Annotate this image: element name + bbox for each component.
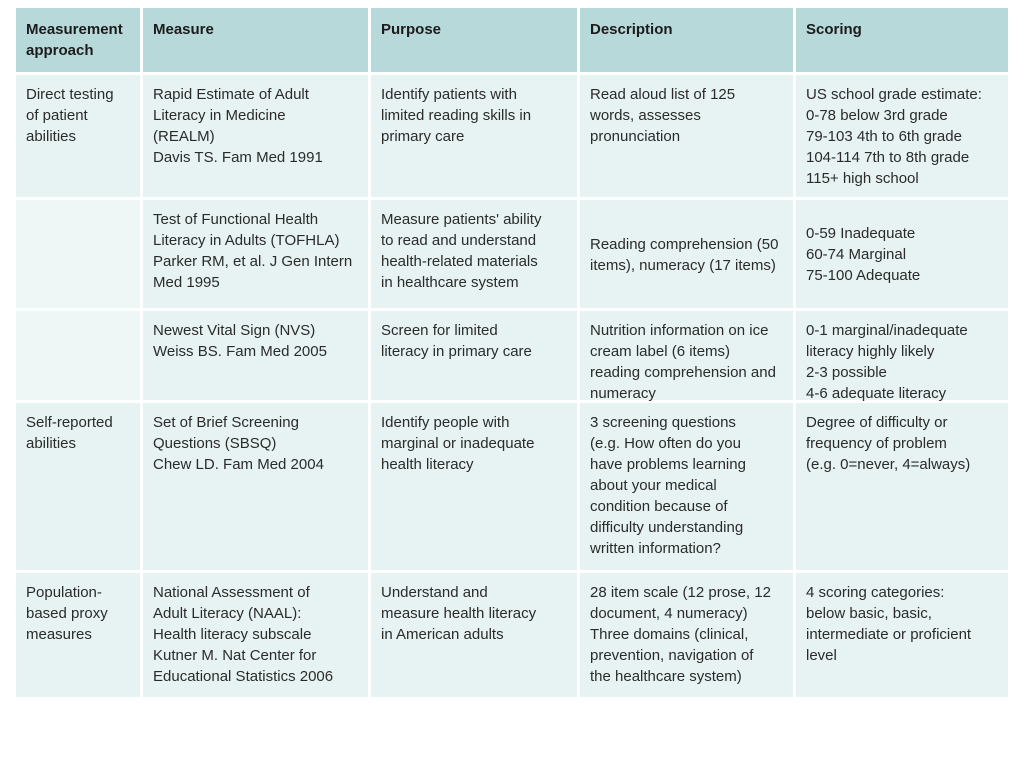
row3-approach-cell xyxy=(16,311,140,400)
row2-approach-cell xyxy=(16,200,140,308)
row3-purpose-cell: Screen for limited literacy in primary c… xyxy=(371,311,577,400)
row4-approach-cell: Self-reported abilities xyxy=(16,403,140,570)
row1-description-cell: Read aloud list of 125 words, assesses p… xyxy=(580,75,793,197)
row1-measure-cell: Rapid Estimate of Adult Literacy in Medi… xyxy=(143,75,368,197)
row3-description-cell: Nutrition information on ice cream label… xyxy=(580,311,793,402)
row2-scoring-cell: 0-59 Inadequate 60-74 Marginal 75-100 Ad… xyxy=(796,200,1008,308)
row1-approach-cell: Direct testing of patient abilities xyxy=(16,75,140,197)
row3-scoring-cell: 0-1 marginal/inadequate literacy highly … xyxy=(796,311,1008,402)
row5-purpose-cell: Understand and measure health literacy i… xyxy=(371,573,577,697)
row3-measure-cell: Newest Vital Sign (NVS) Weiss BS. Fam Me… xyxy=(143,311,368,400)
header-cell-measure: Measure xyxy=(143,8,368,72)
row5-description-cell: 28 item scale (12 prose, 12 document, 4 … xyxy=(580,573,793,697)
row2-description-cell: Reading comprehension (50 items), numera… xyxy=(580,200,793,308)
row4-purpose-cell: Identify people with marginal or inadequ… xyxy=(371,403,577,570)
row5-scoring-cell: 4 scoring categories: below basic, basic… xyxy=(796,573,1008,697)
row1-purpose-cell: Identify patients with limited reading s… xyxy=(371,75,577,197)
row5-approach-cell: Population- based proxy measures xyxy=(16,573,140,697)
row4-scoring-cell: Degree of difficulty or frequency of pro… xyxy=(796,403,1008,570)
header-cell-purpose: Purpose xyxy=(371,8,577,72)
row2-measure-cell: Test of Functional Health Literacy in Ad… xyxy=(143,200,368,308)
literacy-measures-table: Measurement approach Measure Purpose Des… xyxy=(16,8,1008,697)
row1-scoring-cell: US school grade estimate: 0-78 below 3rd… xyxy=(796,75,1008,197)
header-cell-approach: Measurement approach xyxy=(16,8,140,72)
row2-purpose-cell: Measure patients' ability to read and un… xyxy=(371,200,577,308)
row5-measure-cell: National Assessment of Adult Literacy (N… xyxy=(143,573,368,697)
row4-measure-cell: Set of Brief Screening Questions (SBSQ) … xyxy=(143,403,368,570)
header-cell-description: Description xyxy=(580,8,793,72)
row4-description-cell: 3 screening questions (e.g. How often do… xyxy=(580,403,793,570)
header-cell-scoring: Scoring xyxy=(796,8,1008,72)
